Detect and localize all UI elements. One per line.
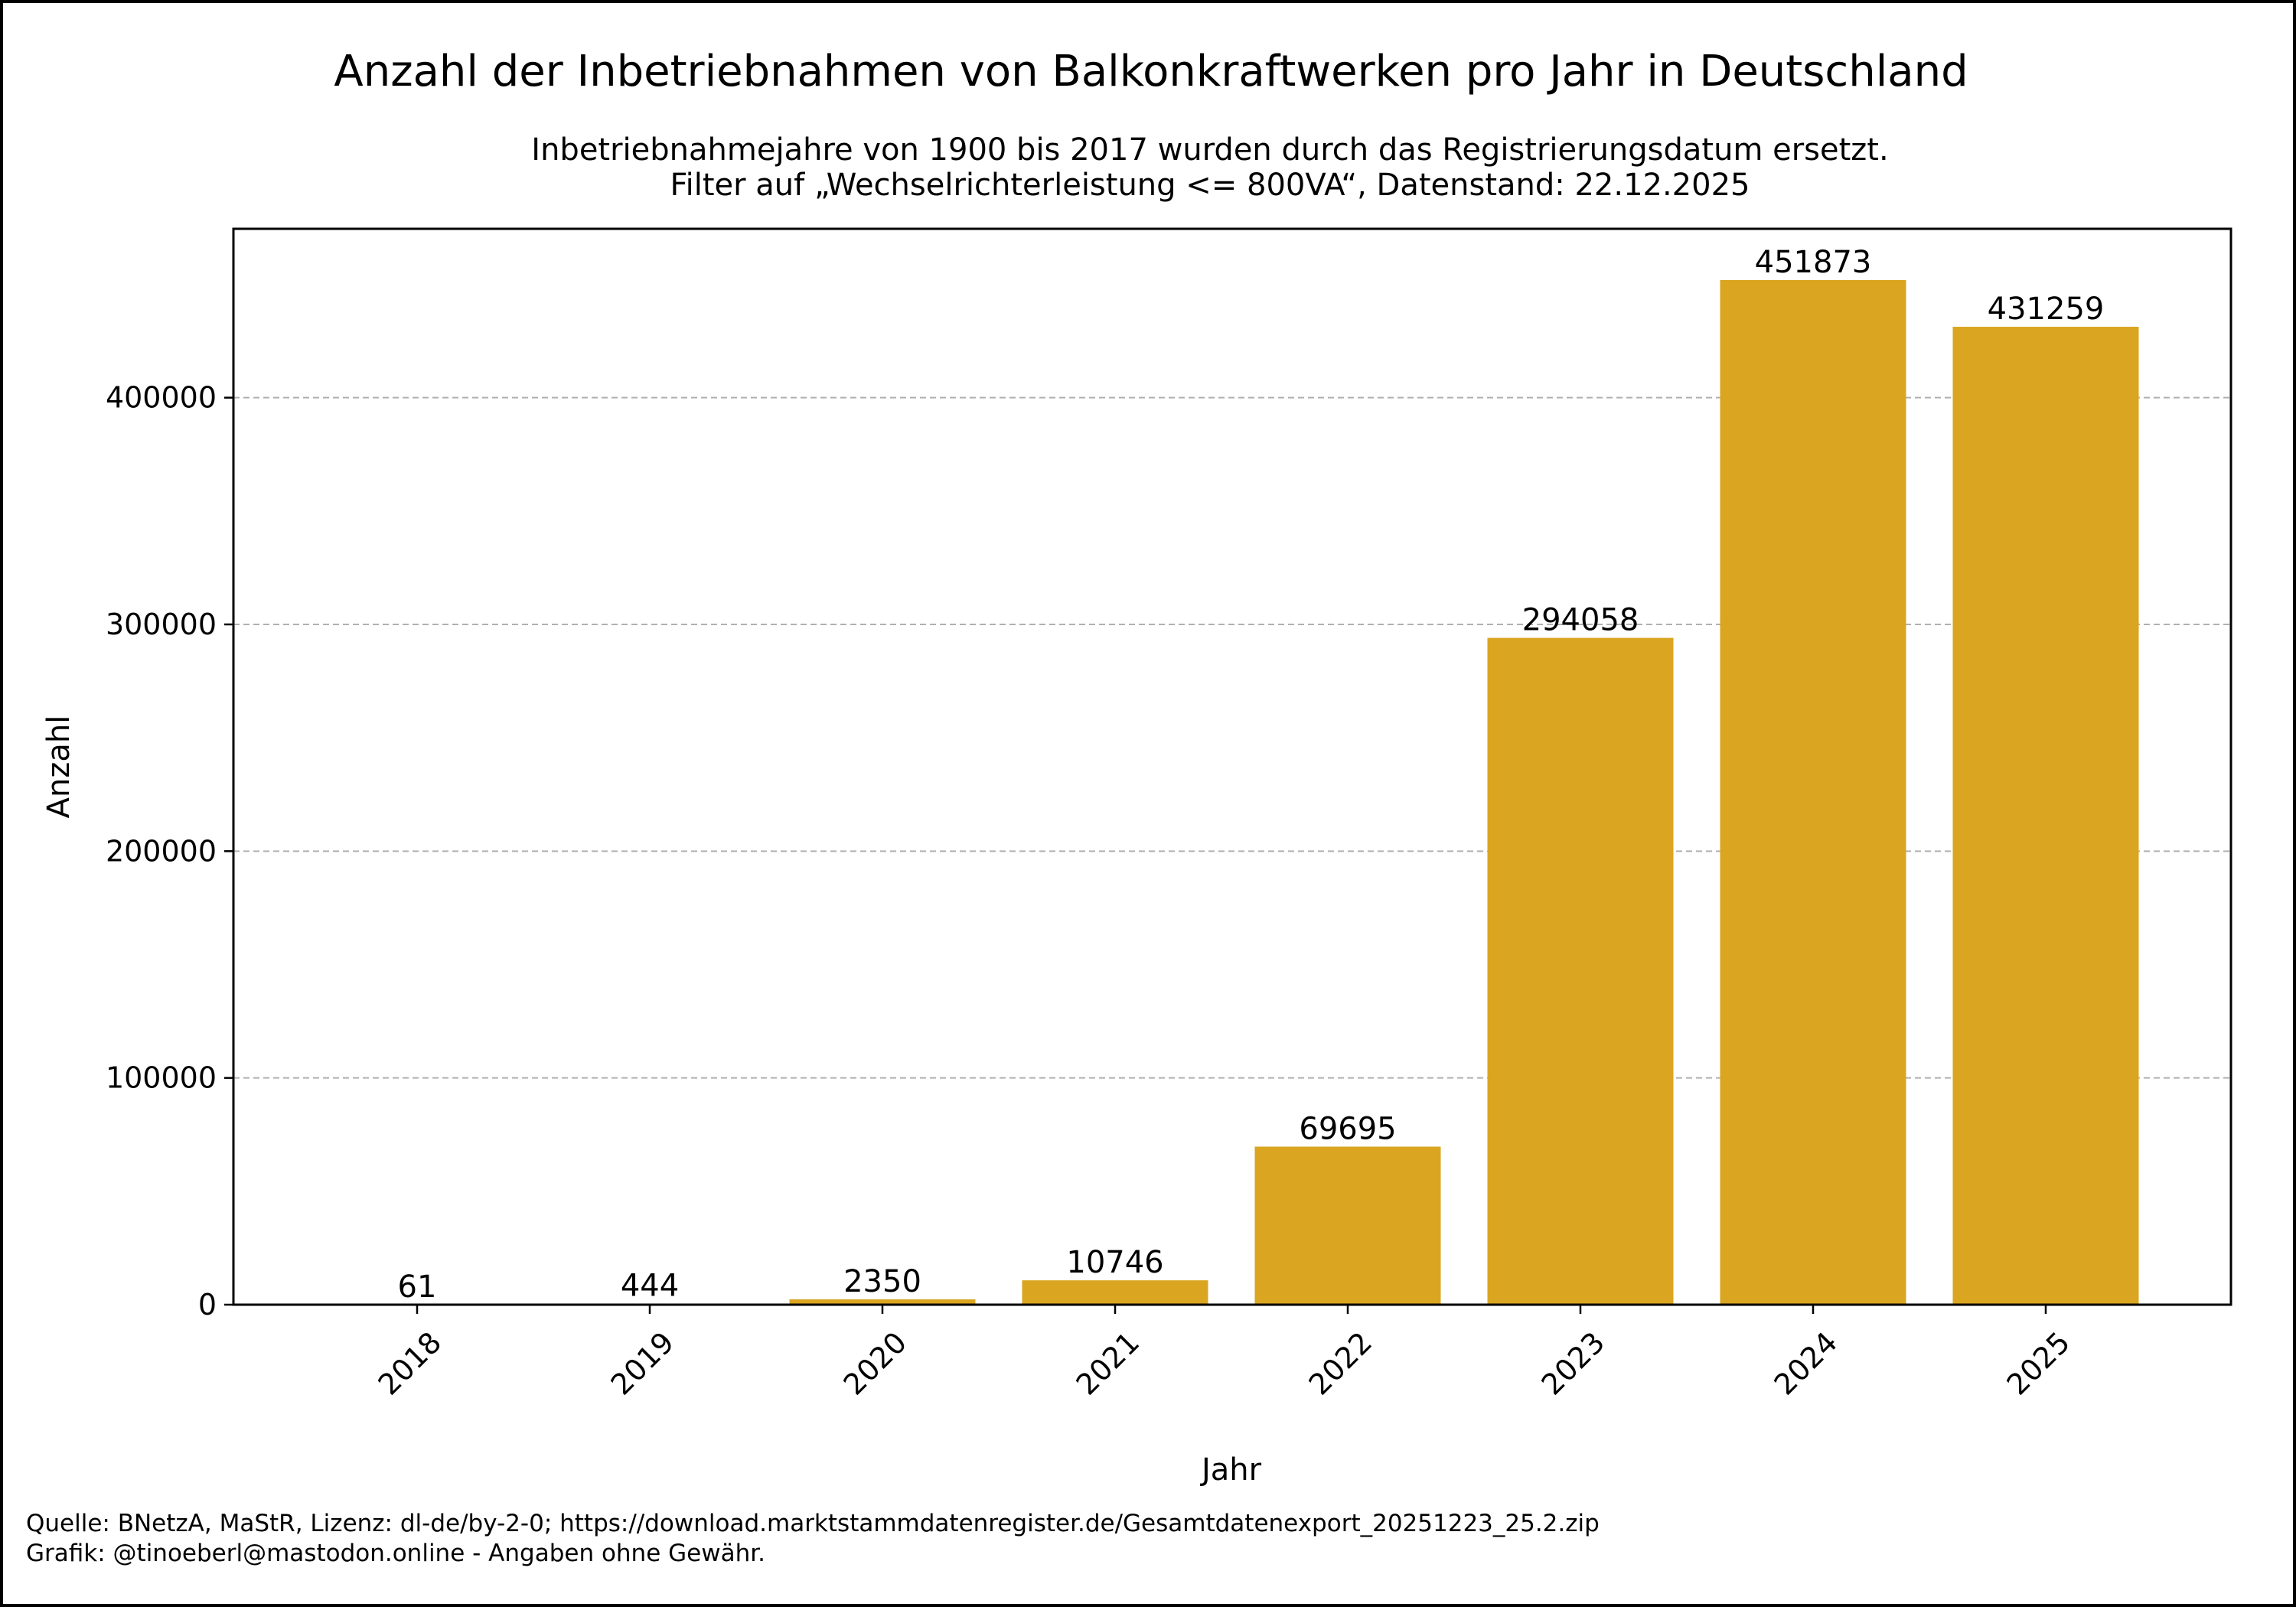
bar-2022 bbox=[1255, 1146, 1441, 1305]
plot-area-border bbox=[233, 229, 2231, 1305]
data-label-2022: 69695 bbox=[1299, 1111, 1396, 1146]
y-axis-label: Anzahl bbox=[41, 715, 77, 819]
chart-title: Anzahl der Inbetriebnahmen von Balkonkra… bbox=[334, 47, 1968, 96]
x-tick-label-2025: 2025 bbox=[2001, 1325, 2077, 1402]
data-label-2020: 2350 bbox=[843, 1264, 921, 1299]
x-tick-label-2018: 2018 bbox=[372, 1325, 448, 1402]
bars bbox=[325, 280, 2139, 1305]
x-tick-label-2020: 2020 bbox=[837, 1325, 914, 1402]
x-axis-label: Jahr bbox=[1199, 1452, 1262, 1488]
bar-2025 bbox=[1953, 327, 2139, 1305]
chart-subtitle-line-2: Filter auf „Wechselrichterleistung <= 80… bbox=[670, 168, 1750, 203]
x-tick-label-2021: 2021 bbox=[1070, 1325, 1146, 1402]
data-label-2021: 10746 bbox=[1066, 1245, 1163, 1280]
x-tick-label-2024: 2024 bbox=[1768, 1325, 1844, 1402]
y-tick-label-100000: 100000 bbox=[106, 1061, 217, 1095]
data-label-2019: 444 bbox=[621, 1269, 679, 1304]
y-tick-label-0: 0 bbox=[198, 1288, 217, 1322]
bar-chart: Anzahl der Inbetriebnahmen von Balkonkra… bbox=[3, 3, 2296, 1610]
grid-lines bbox=[233, 398, 2231, 1078]
x-axis-ticks: 2018 2019 2020 2021 2022 2023 2024 2025 bbox=[372, 1305, 2077, 1402]
footer-source: Quelle: BNetzA, MaStR, Lizenz: dl-de/by-… bbox=[26, 1510, 1600, 1537]
y-axis-ticks: 0 100000 200000 300000 400000 bbox=[106, 381, 233, 1322]
bar-2024 bbox=[1720, 280, 1906, 1305]
bar-2021 bbox=[1022, 1280, 1208, 1305]
data-label-2025: 431259 bbox=[1988, 292, 2105, 327]
x-tick-label-2022: 2022 bbox=[1303, 1325, 1379, 1402]
data-label-2023: 294058 bbox=[1522, 603, 1639, 638]
data-label-2024: 451873 bbox=[1755, 245, 1872, 280]
y-tick-label-400000: 400000 bbox=[106, 381, 217, 415]
chart-subtitle-line-1: Inbetriebnahmejahre von 1900 bis 2017 wu… bbox=[531, 132, 1888, 168]
footer-credit: Grafik: @tinoeberl@mastodon.online - Ang… bbox=[26, 1540, 765, 1567]
bar-2023 bbox=[1488, 638, 1674, 1305]
y-tick-label-300000: 300000 bbox=[106, 608, 217, 641]
y-tick-label-200000: 200000 bbox=[106, 834, 217, 868]
x-tick-label-2023: 2023 bbox=[1535, 1325, 1612, 1402]
data-label-2018: 61 bbox=[398, 1269, 437, 1305]
x-tick-label-2019: 2019 bbox=[605, 1325, 681, 1402]
